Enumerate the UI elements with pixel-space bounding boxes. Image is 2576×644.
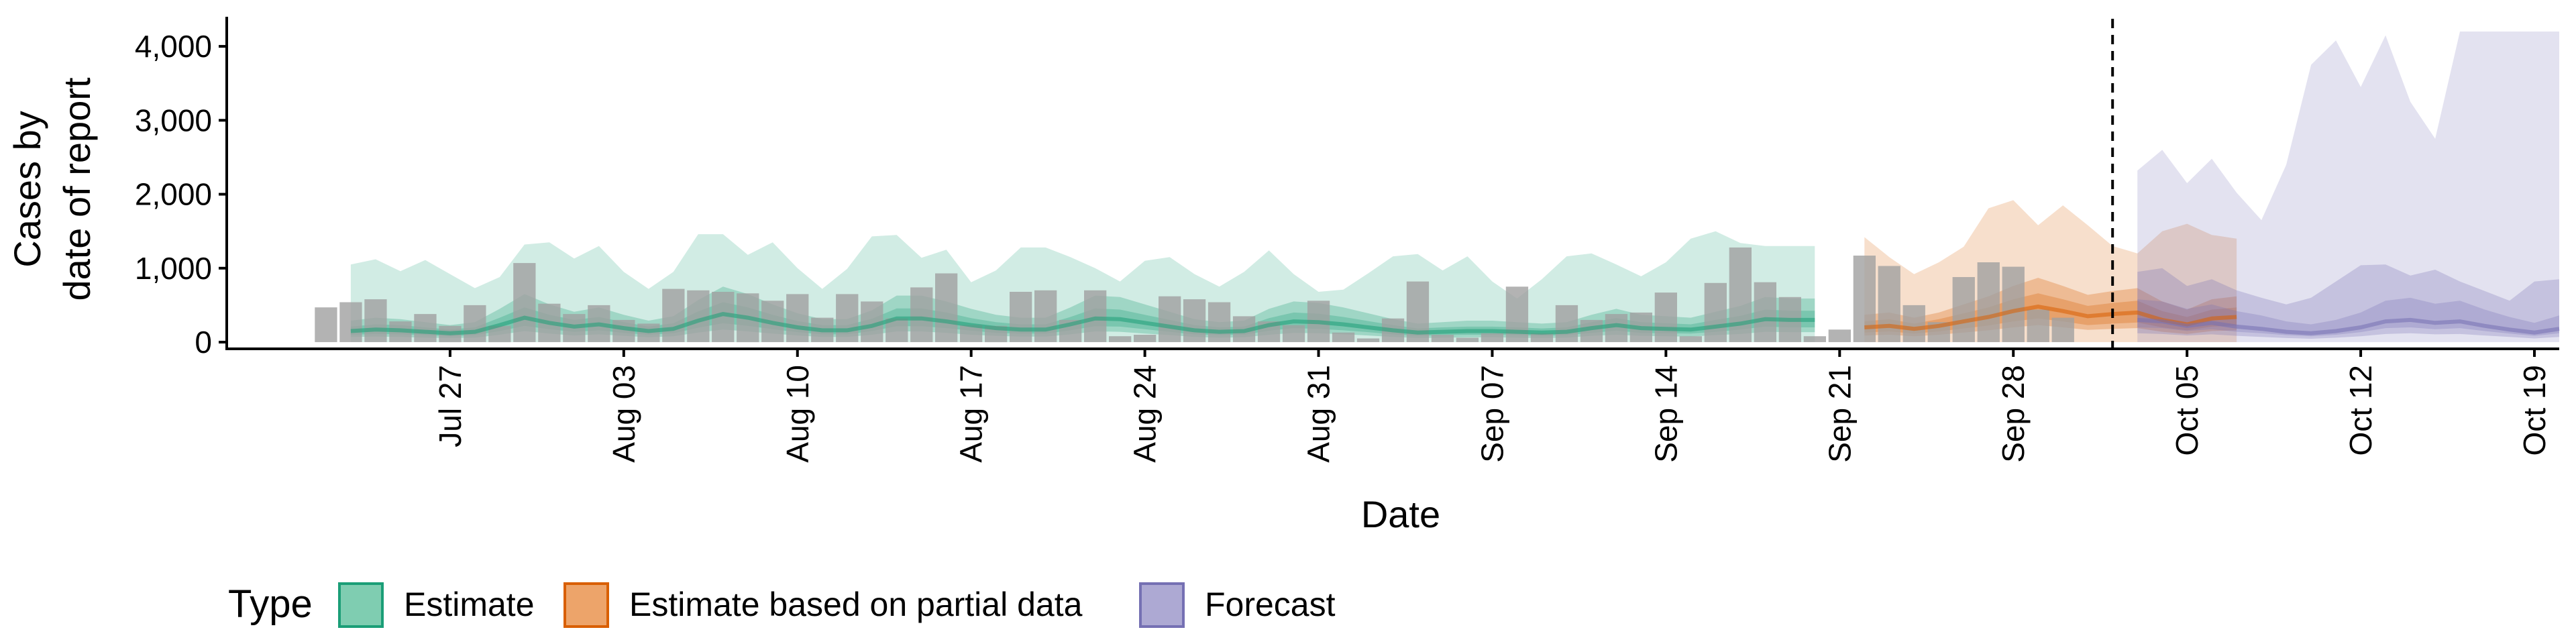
x-tick-label: Aug 03 [606, 365, 641, 463]
x-tick-label: Sep 07 [1474, 365, 1509, 463]
legend-label: Estimate based on partial data [629, 586, 1083, 623]
legend-key [1139, 582, 1185, 628]
reported-cases-bar [1356, 338, 1380, 342]
legend-item: Forecast [1139, 582, 1336, 628]
reported-cases-bar [1704, 282, 1727, 342]
reported-cases-bar [1803, 336, 1826, 342]
reported-cases-bar [315, 307, 337, 342]
x-tick-label: Sep 21 [1822, 365, 1857, 463]
reported-cases-bar [1555, 305, 1578, 342]
reported-cases-bar [1183, 299, 1206, 342]
reported-cases-bar [1878, 266, 1900, 342]
reported-cases-bar [364, 299, 387, 342]
legend-label: Estimate [404, 586, 535, 623]
x-tick-label: Jul 27 [433, 365, 468, 447]
y-tick-label: 4,000 [135, 29, 212, 64]
x-tick-label: Aug 17 [954, 365, 989, 463]
reported-cases-bar [1282, 325, 1305, 342]
reported-cases-bar [687, 290, 710, 342]
reported-cases-bar [1134, 335, 1157, 342]
reported-cases-bar [1332, 332, 1355, 342]
median-layer [350, 305, 2560, 335]
plot-area [315, 19, 2560, 347]
y-axis-title: Cases by date of report [6, 77, 98, 301]
reported-cases-bar [1853, 256, 1876, 342]
reported-cases-bar [414, 314, 437, 342]
estimate-median-line [350, 312, 1815, 335]
x-tick-label: Oct 05 [2169, 365, 2204, 456]
x-tick-label: Aug 31 [1301, 365, 1336, 463]
x-tick-label: Oct 19 [2517, 365, 2552, 456]
y-axis-title-line-2: date of report [56, 77, 98, 301]
y-ticks: 0 1,000 2,000 3,000 4,000 [135, 29, 227, 360]
legend: Type Estimate Estimate based on partial d… [228, 582, 1336, 628]
reported-cases-bar [1605, 314, 1628, 342]
reported-cases-bar [1902, 305, 1925, 342]
y-axis: 0 1,000 2,000 3,000 4,000 [135, 17, 228, 360]
reported-cases-bar [1109, 336, 1132, 342]
reported-cases-bar [910, 287, 933, 342]
x-tick-label: Sep 28 [1996, 365, 2031, 463]
reported-cases-bar [1034, 290, 1057, 342]
x-tick-label: Oct 12 [2343, 365, 2378, 456]
reported-cases-bar [1977, 262, 2000, 342]
reported-cases-bar [339, 302, 362, 342]
y-tick-label: 0 [195, 325, 212, 360]
legend-key [338, 582, 384, 628]
legend-key [564, 582, 609, 628]
reported-cases-bar [2027, 309, 2049, 342]
reported-cases-bar [836, 294, 859, 342]
reported-cases-bar [1431, 335, 1454, 342]
forecast-ribbon-1 [2137, 32, 2559, 342]
reported-cases-bar [1159, 296, 1181, 342]
reported-cases-bar [1084, 290, 1107, 342]
reported-cases-bar [1010, 292, 1032, 342]
reported-cases-bar [662, 288, 685, 342]
reported-cases-bar [1679, 336, 1702, 342]
reported-cases-bar [1729, 247, 1752, 342]
y-axis-title-line-1: Cases by [6, 111, 48, 267]
y-tick-label: 2,000 [135, 177, 212, 212]
reported-cases-bar [1754, 282, 1776, 342]
reported-cases-bar [1654, 292, 1677, 342]
reported-cases-bar [786, 294, 809, 342]
reported-cases-bar [612, 319, 635, 342]
legend-title: Type [228, 582, 313, 626]
reported-cases-bar [1952, 277, 1975, 342]
x-tick-label: Aug 24 [1128, 365, 1163, 463]
x-tick-label: Sep 14 [1648, 365, 1683, 463]
reported-cases-bar [2002, 266, 2025, 342]
reported-cases-bar [1208, 302, 1231, 342]
x-axis: Jul 27 Aug 03 Aug 10 Aug 17 Aug 24 Aug 31 Sep … [225, 347, 2559, 463]
forecast-median-line [2137, 317, 2560, 335]
legend-item: Estimate [338, 582, 535, 628]
legend-label: Forecast [1205, 586, 1336, 623]
reported-cases-bar [513, 263, 536, 342]
x-ticks: Jul 27 Aug 03 Aug 10 Aug 17 Aug 24 Aug 31 Sep … [433, 349, 2552, 463]
reported-cases-bar [1481, 333, 1504, 342]
y-tick-label: 3,000 [135, 103, 212, 138]
reported-cases-bar [1530, 333, 1554, 342]
x-axis-title: Date [1361, 493, 1440, 535]
reported-cases-bar [2051, 317, 2074, 342]
y-tick-label: 1,000 [135, 251, 212, 286]
reported-cases-bar [1828, 329, 1851, 342]
x-tick-label: Aug 10 [780, 365, 815, 463]
reported-cases-bar [464, 305, 486, 342]
forecast-ribbon-2 [2137, 264, 2559, 337]
legend-item: Estimate based on partial data [564, 582, 1083, 628]
reported-cases-bar [1456, 337, 1479, 342]
reported-cases-bar [935, 273, 958, 342]
